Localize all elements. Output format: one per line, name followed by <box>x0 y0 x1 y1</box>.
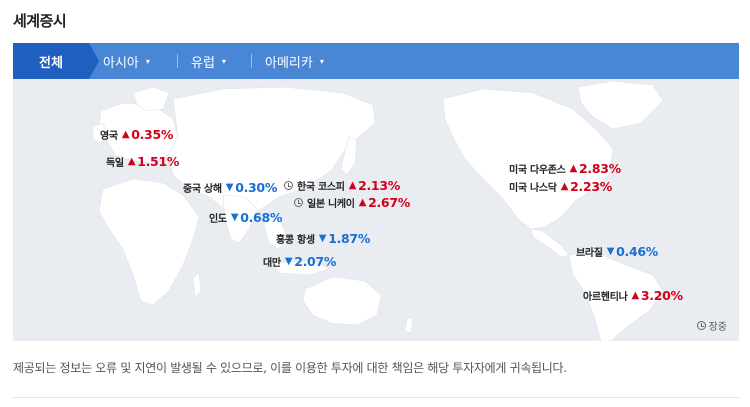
index-name: 대만 <box>263 258 281 269</box>
up-arrow-icon: ▲ <box>631 290 640 301</box>
index-name: 미국 다우존스 <box>509 165 566 176</box>
intraday-legend: 장중 <box>696 318 727 333</box>
region-tab-bar: 전체 아시아 ▾ 유럽 ▾ 아메리카 ▾ <box>13 43 739 79</box>
index-name: 미국 나스닥 <box>509 183 557 194</box>
up-arrow-icon: ▲ <box>358 197 367 208</box>
index-uk[interactable]: 영국 ▲ 0.35% <box>100 127 173 142</box>
section-title: 세계증시 <box>13 12 67 30</box>
tab-europe[interactable]: 유럽 ▾ <box>191 43 226 79</box>
index-change: 0.46% <box>616 244 658 259</box>
index-change: 0.68% <box>240 210 283 225</box>
index-name: 아르헨티나 <box>583 292 628 303</box>
tab-asia[interactable]: 아시아 ▾ <box>103 43 150 79</box>
tab-all[interactable]: 전체 <box>13 43 89 79</box>
down-arrow-icon: ▼ <box>606 246 615 257</box>
down-arrow-icon: ▼ <box>230 212 239 223</box>
down-arrow-icon: ▼ <box>318 233 327 244</box>
index-change: 2.07% <box>294 254 337 269</box>
index-name: 일본 니케이 <box>307 199 355 210</box>
index-change: 0.30% <box>235 180 278 195</box>
index-india[interactable]: 인도 ▼ 0.68% <box>209 210 282 225</box>
clock-icon <box>284 181 293 190</box>
up-arrow-icon: ▲ <box>348 180 357 191</box>
tab-americas[interactable]: 아메리카 ▾ <box>265 43 324 79</box>
index-name: 영국 <box>100 131 118 142</box>
index-name: 한국 코스피 <box>297 182 345 193</box>
index-name: 홍콩 항셍 <box>276 235 315 246</box>
bottom-divider <box>13 397 739 398</box>
index-change: 3.20% <box>640 288 683 303</box>
index-kospi[interactable]: 한국 코스피 ▲ 2.13% <box>284 178 400 193</box>
tab-europe-label: 유럽 <box>191 55 215 71</box>
world-map: 영국 ▲ 0.35% 독일 ▲ 1.51% 중국 상해 ▼ 0.30% 한국 코… <box>13 79 739 341</box>
index-hangseng[interactable]: 홍콩 항셍 ▼ 1.87% <box>276 231 370 246</box>
index-taiwan[interactable]: 대만 ▼ 2.07% <box>263 254 336 269</box>
caret-down-icon: ▾ <box>319 56 324 66</box>
index-argentina[interactable]: 아르헨티나 ▲ 3.20% <box>583 288 683 303</box>
index-nasdaq[interactable]: 미국 나스닥 ▲ 2.23% <box>509 179 612 194</box>
index-name: 독일 <box>106 158 124 169</box>
disclaimer-text: 제공되는 정보는 오류 및 지연이 발생될 수 있으므로, 이를 이용한 투자에… <box>13 361 567 375</box>
index-brazil[interactable]: 브라질 ▼ 0.46% <box>576 244 658 259</box>
caret-down-icon: ▾ <box>221 56 226 66</box>
tab-asia-label: 아시아 <box>103 55 139 71</box>
index-change: 2.67% <box>368 195 410 210</box>
legend-label: 장중 <box>708 322 727 333</box>
tab-divider <box>177 54 178 68</box>
index-shanghai[interactable]: 중국 상해 ▼ 0.30% <box>183 180 277 195</box>
index-dowjones[interactable]: 미국 다우존스 ▲ 2.83% <box>509 161 621 176</box>
tab-divider <box>251 54 252 68</box>
index-name: 브라질 <box>576 248 603 259</box>
down-arrow-icon: ▼ <box>225 182 234 193</box>
index-name: 인도 <box>209 214 227 225</box>
index-change: 0.35% <box>131 127 174 142</box>
world-map-graphic <box>92 80 664 341</box>
index-germany[interactable]: 독일 ▲ 1.51% <box>106 154 179 169</box>
index-change: 1.87% <box>328 231 371 246</box>
index-name: 중국 상해 <box>183 184 222 195</box>
up-arrow-icon: ▲ <box>569 163 578 174</box>
up-arrow-icon: ▲ <box>121 129 130 140</box>
index-change: 2.13% <box>358 178 400 193</box>
index-change: 1.51% <box>137 154 180 169</box>
up-arrow-icon: ▲ <box>560 181 569 192</box>
index-change: 2.23% <box>570 179 612 194</box>
active-tab-arrow <box>89 43 99 79</box>
caret-down-icon: ▾ <box>145 56 150 66</box>
index-change: 2.83% <box>578 161 621 176</box>
tab-americas-label: 아메리카 <box>265 55 313 71</box>
down-arrow-icon: ▼ <box>284 256 293 267</box>
up-arrow-icon: ▲ <box>127 156 136 167</box>
index-nikkei[interactable]: 일본 니케이 ▲ 2.67% <box>294 195 410 210</box>
clock-icon <box>294 198 303 207</box>
clock-icon <box>696 321 706 330</box>
